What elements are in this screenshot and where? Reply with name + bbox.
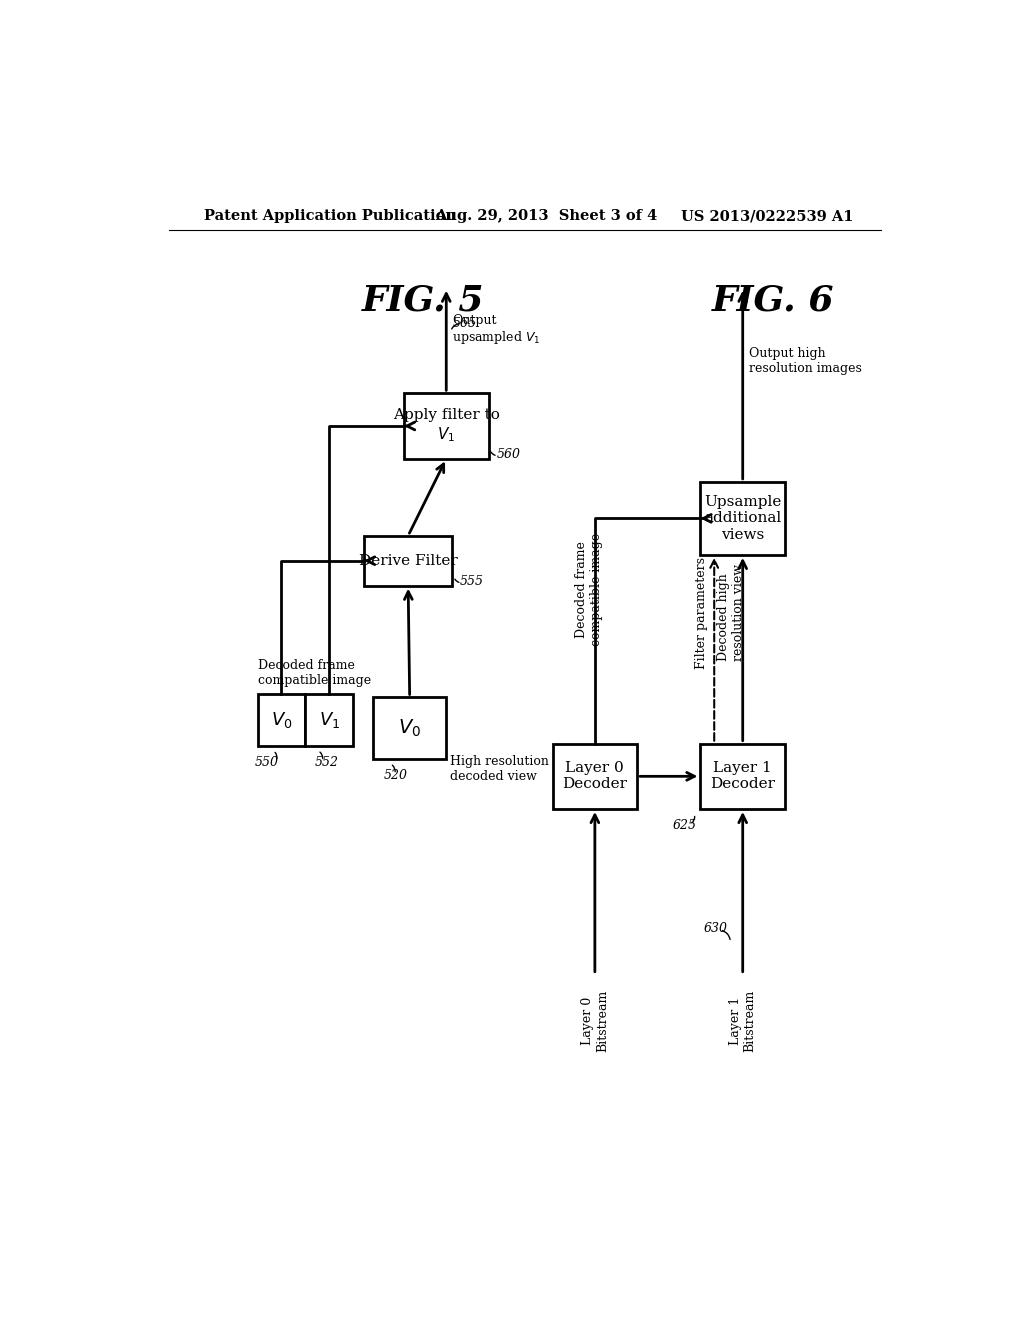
Bar [373,697,446,759]
Text: Layer 0
Decoder: Layer 0 Decoder [562,762,628,792]
Bar [305,693,353,746]
Text: US 2013/0222539 A1: US 2013/0222539 A1 [681,209,854,223]
Text: Patent Application Publication: Patent Application Publication [204,209,456,223]
Text: $V_0$: $V_0$ [398,718,421,739]
Text: 550: 550 [255,756,279,770]
Text: Output
upsampled $V_1$: Output upsampled $V_1$ [453,314,541,346]
Text: $V_1$: $V_1$ [318,710,340,730]
Text: 555: 555 [460,576,484,589]
Text: Decoded frame
compatible image: Decoded frame compatible image [258,660,371,688]
Text: Layer 1
Decoder: Layer 1 Decoder [711,762,775,792]
Text: Apply filter to
$V_1$: Apply filter to $V_1$ [393,408,500,444]
Text: FIG. 5: FIG. 5 [361,284,484,318]
Text: Derive Filter: Derive Filter [358,553,458,568]
Bar [553,743,637,809]
Text: 560: 560 [497,449,520,462]
Bar [700,482,785,554]
Text: $V_0$: $V_0$ [270,710,292,730]
Text: 625: 625 [673,820,697,833]
Bar [700,743,785,809]
Text: 565: 565 [453,317,476,330]
Text: Output high
resolution images: Output high resolution images [749,347,862,375]
Text: FIG. 6: FIG. 6 [712,284,835,318]
Bar [258,693,305,746]
Text: 552: 552 [315,756,339,770]
Text: Decoded high
resolution view: Decoded high resolution view [717,564,745,661]
Text: Filter parameters: Filter parameters [695,557,708,669]
Text: Layer 0
Bitstream: Layer 0 Bitstream [581,990,609,1052]
Text: Upsample
additional
views: Upsample additional views [705,495,781,541]
Text: 520: 520 [384,770,409,783]
Text: Aug. 29, 2013  Sheet 3 of 4: Aug. 29, 2013 Sheet 3 of 4 [435,209,657,223]
Text: 630: 630 [703,921,728,935]
Text: Layer 1
Bitstream: Layer 1 Bitstream [729,990,757,1052]
Text: High resolution
decoded view: High resolution decoded view [451,755,549,783]
Bar [403,393,488,459]
Text: Decoded frame
compatible image: Decoded frame compatible image [574,533,603,647]
Bar [364,536,453,586]
